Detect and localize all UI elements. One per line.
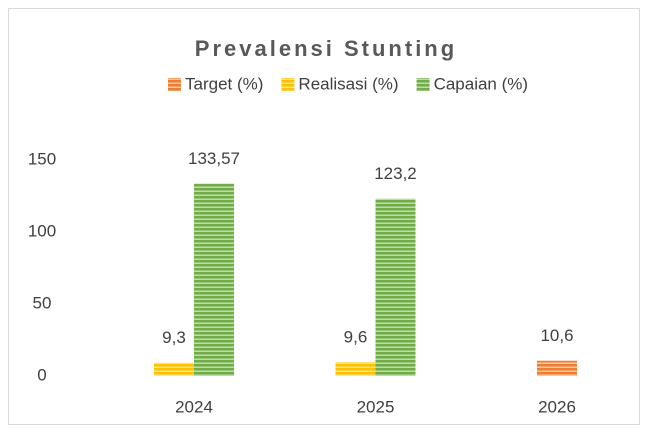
- data-label: 9,3: [162, 328, 186, 347]
- chart-title: Prevalensi Stunting: [195, 36, 457, 61]
- bar: [537, 360, 577, 376]
- legend-label: Target (%): [185, 74, 263, 93]
- data-label: 9,6: [344, 328, 368, 347]
- bar: [154, 362, 194, 376]
- legend: Target (%) Realisasi (%) Capaian (%): [168, 74, 528, 93]
- y-tick-label: 50: [33, 293, 52, 312]
- y-tick-label: 0: [37, 365, 46, 384]
- bar: [335, 362, 376, 376]
- data-label: 123,2: [374, 164, 417, 183]
- legend-label: Realisasi (%): [298, 74, 398, 93]
- y-tick-label: 100: [28, 221, 56, 240]
- x-tick-label: 2025: [357, 397, 395, 416]
- bar: [194, 183, 234, 376]
- x-tick-label: 2026: [538, 397, 576, 416]
- legend-swatch: [168, 78, 181, 91]
- bar: [375, 198, 416, 376]
- y-tick-label: 150: [28, 149, 56, 168]
- data-label: 10,6: [540, 326, 573, 345]
- x-tick-label: 2024: [175, 397, 213, 416]
- data-label: 133,57: [188, 149, 240, 168]
- legend-swatch: [281, 78, 295, 91]
- legend-label: Capaian (%): [434, 74, 529, 93]
- legend-swatch: [416, 78, 430, 91]
- chart-border: [8, 8, 640, 425]
